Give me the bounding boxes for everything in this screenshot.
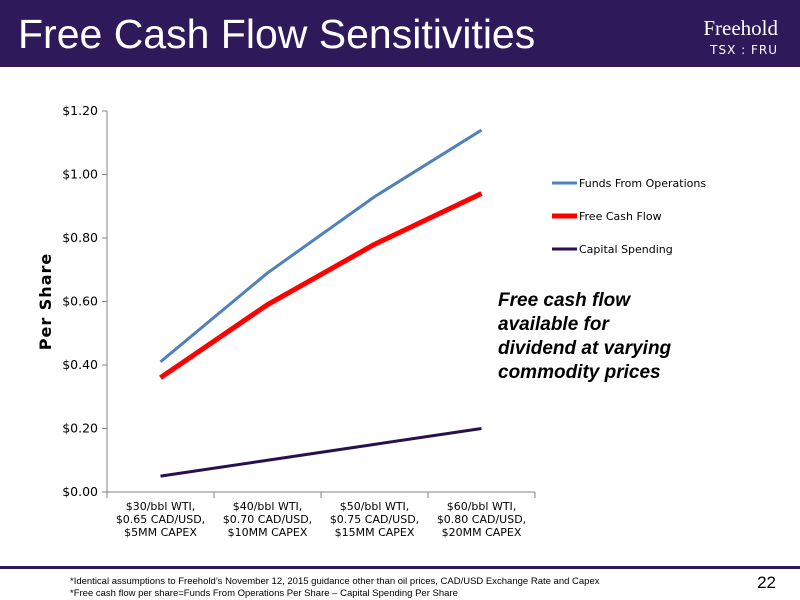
footnote: *Free cash flow per share=Funds From Ope… [70,588,458,599]
y-axis-title: Per Share [36,253,55,351]
y-tick-label: $0.00 [62,484,98,499]
y-tick-label: $1.20 [62,103,98,118]
legend-label: Funds From Operations [579,177,706,190]
series-line [159,191,483,380]
footnote: *Identical assumptions to Freehold’s Nov… [70,576,600,587]
legend-label: Free Cash Flow [579,210,662,223]
y-tick-label: $0.60 [62,294,98,309]
callout-line: available for [498,314,609,335]
x-tick-label: $15MM CAPEX [335,526,415,539]
freehold-logo: Freehold [703,16,778,40]
page-number: 22 [757,573,776,592]
page-title: Free Cash Flow Sensitivities [18,11,536,57]
x-tick-label: $40/bbl WTI, [233,500,303,513]
x-tick-label: $20MM CAPEX [442,526,522,539]
callout-line: commodity prices [498,362,661,383]
y-tick-label: $1.00 [62,167,98,182]
y-tick-label: $0.40 [62,357,98,372]
title-bar: Free Cash Flow Sensitivities Freehold TS… [0,0,800,67]
y-tick-label: $0.80 [62,230,98,245]
x-tick-label: $0.70 CAD/USD, [223,513,312,526]
callout-line: dividend at varying [498,338,672,359]
x-tick-label: $50/bbl WTI, [340,500,410,513]
x-tick-label: $0.80 CAD/USD, [437,513,526,526]
legend-label: Capital Spending [579,243,673,256]
x-tick-label: $0.75 CAD/USD, [330,513,419,526]
y-tick-label: $0.20 [62,421,98,436]
series-line [159,128,483,363]
footnotes: *Identical assumptions to Freehold’s Nov… [70,576,600,600]
callout-text: Free cash flow available for dividend at… [498,289,728,385]
ticker-label: TSX : FRU [710,43,778,57]
footer-divider [0,566,800,569]
x-tick-label: $0.65 CAD/USD, [116,513,205,526]
x-tick-label: $30/bbl WTI, [126,500,196,513]
x-tick-label: $60/bbl WTI, [447,500,517,513]
series-line [160,427,482,478]
x-tick-label: $10MM CAPEX [228,526,308,539]
x-tick-label: $5MM CAPEX [124,526,197,539]
callout-line: Free cash flow [498,290,630,311]
